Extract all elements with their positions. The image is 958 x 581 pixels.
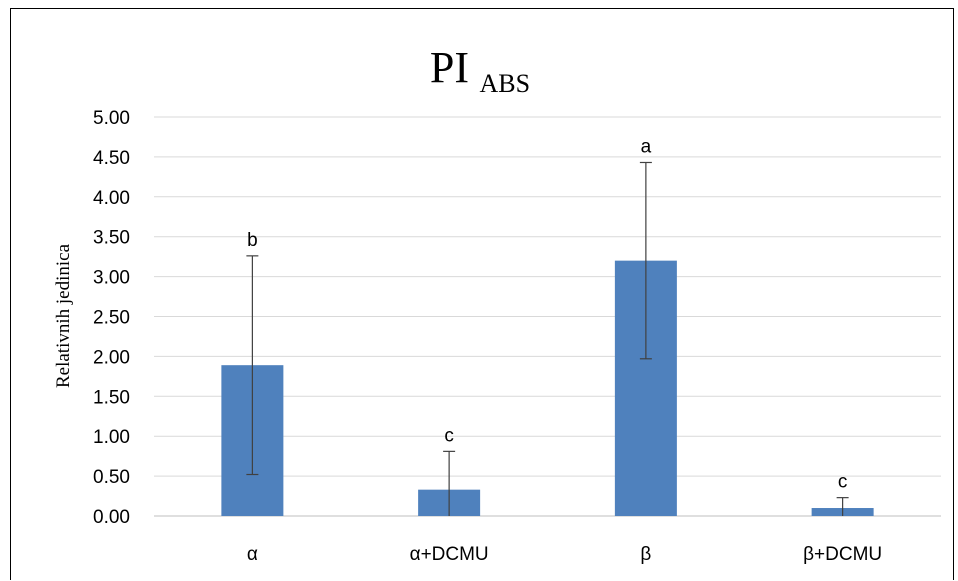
chart-frame <box>10 8 954 580</box>
y-tick-label: 4.50 <box>93 148 130 169</box>
y-axis-ticks: 0.00 0.50 1.00 1.50 2.00 2.50 3.00 3.50 4.00 4.50… <box>93 108 130 528</box>
y-tick-label: 4.00 <box>93 188 130 209</box>
gridlines <box>154 116 941 517</box>
category-label: β <box>640 544 651 565</box>
y-tick-label: 2.50 <box>93 308 130 329</box>
bars <box>221 260 874 516</box>
y-axis-label: Relativnih jedinica <box>53 243 74 388</box>
y-tick-label: 0.50 <box>93 467 130 488</box>
significance-letter: c <box>444 425 454 446</box>
significance-letter: c <box>838 472 848 493</box>
category-label: α+DCMU <box>410 544 489 565</box>
y-tick-label: 2.00 <box>93 347 130 368</box>
y-tick-label: 3.00 <box>93 268 130 289</box>
significance-letter: a <box>641 136 652 157</box>
category-label: β+DCMU <box>803 544 882 565</box>
category-label: α <box>247 544 258 565</box>
y-tick-label: 5.00 <box>93 108 130 129</box>
significance-letter: b <box>247 230 258 251</box>
x-axis-categories: α α+DCMU β β+DCMU <box>247 544 882 565</box>
chart-title: PI ABS <box>430 43 530 98</box>
y-tick-label: 1.50 <box>93 387 130 408</box>
chart-title-subscript: ABS <box>480 69 531 98</box>
y-tick-label: 3.50 <box>93 228 130 249</box>
y-tick-label: 0.00 <box>93 507 130 528</box>
significance-letters: b c a c <box>247 136 847 492</box>
y-tick-label: 1.00 <box>93 427 130 448</box>
chart-title-main: PI <box>430 43 469 92</box>
error-bars <box>246 161 849 516</box>
